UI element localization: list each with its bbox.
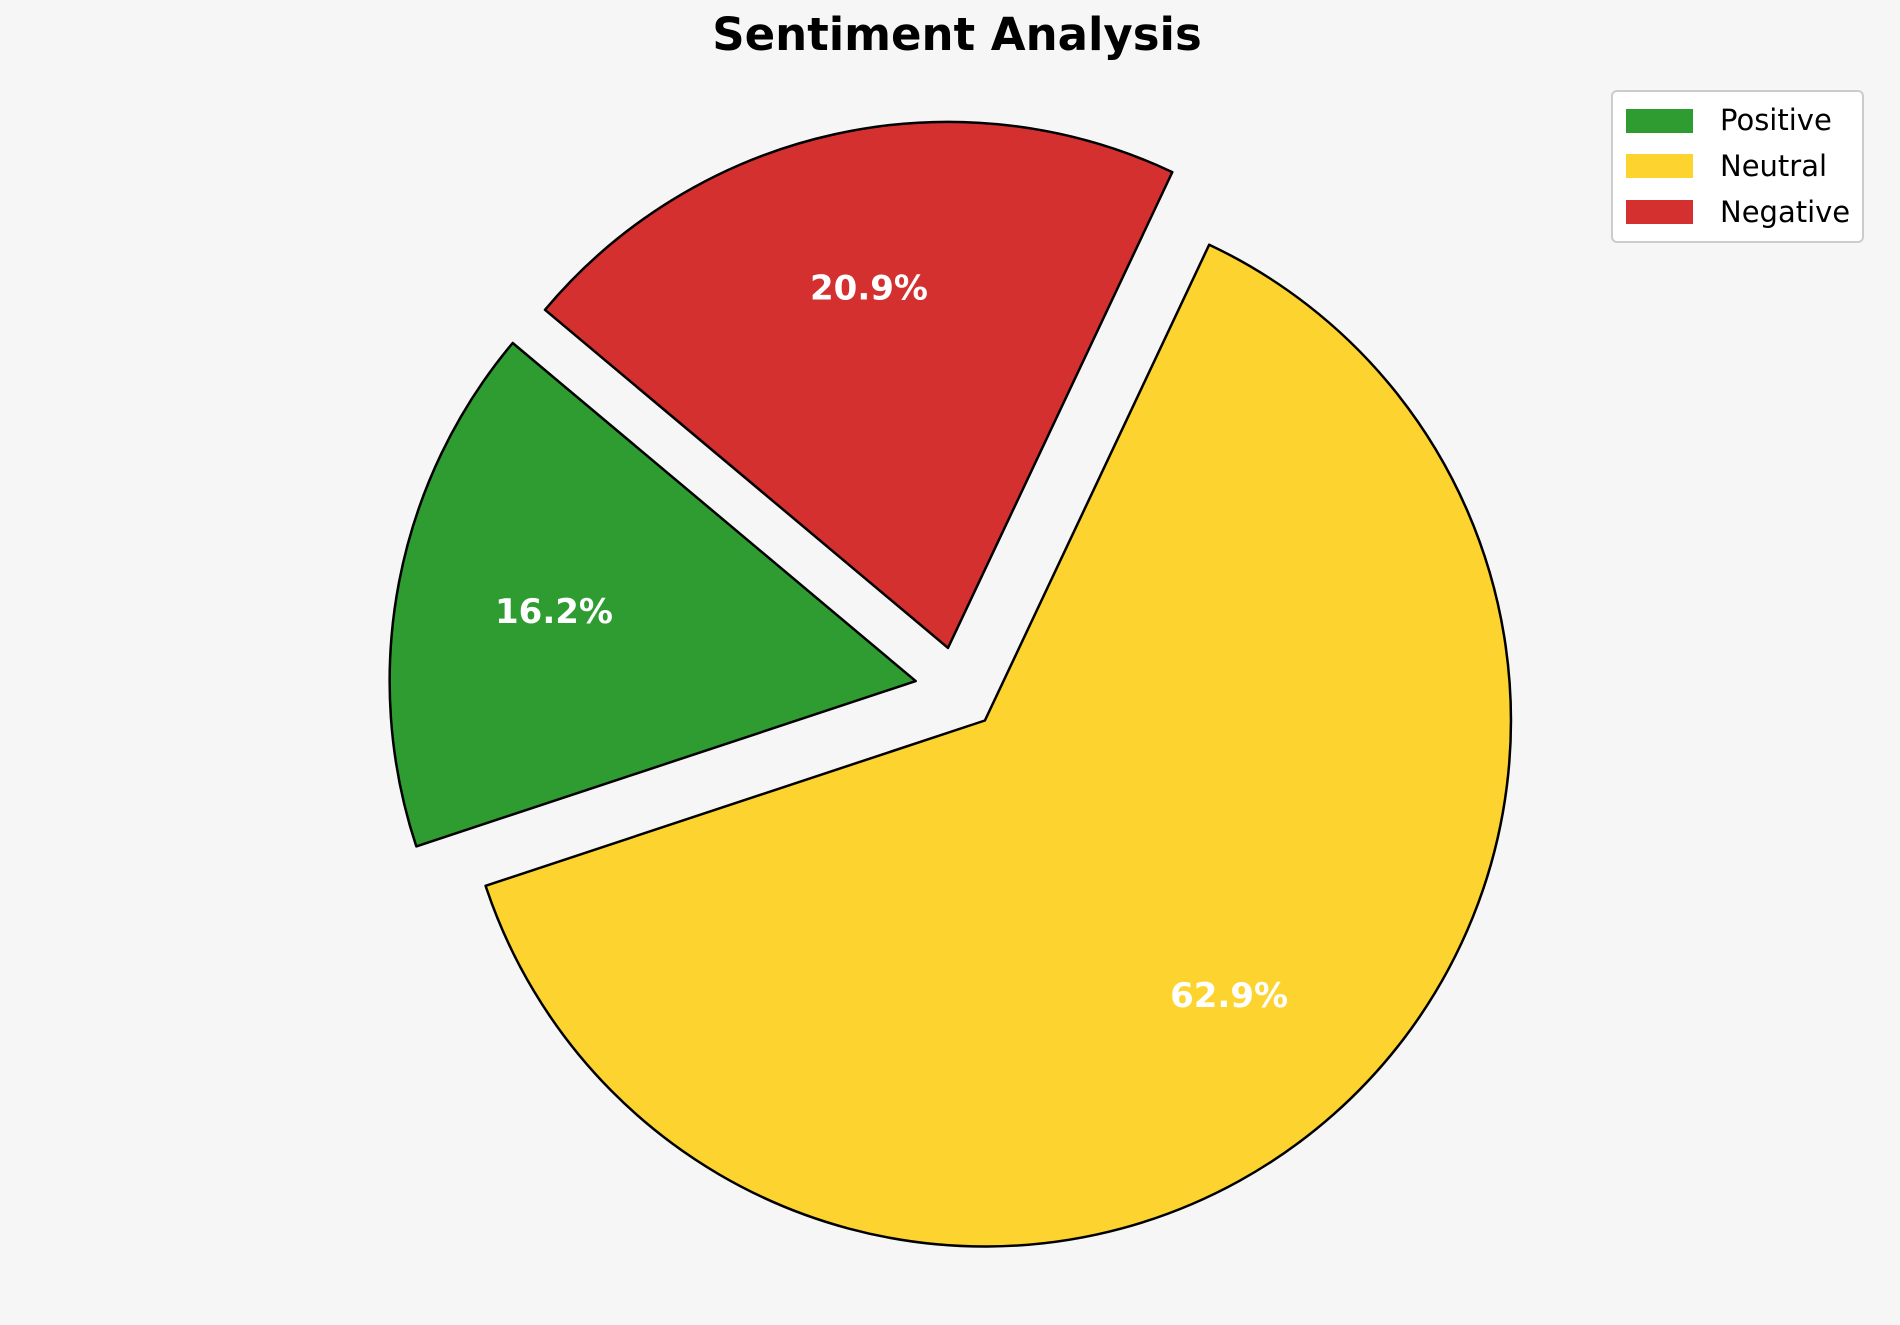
percent-label-negative: 20.9%	[810, 268, 928, 308]
pie-slice-positive	[388, 341, 917, 848]
legend-swatch-negative-icon	[1626, 200, 1693, 225]
legend: Positive Neutral Negative	[1611, 90, 1864, 243]
legend-swatch-neutral-icon	[1626, 154, 1693, 179]
legend-row-positive: Positive	[1613, 104, 1862, 137]
percent-label-neutral: 62.9%	[1170, 976, 1288, 1016]
pie-slice-neutral	[484, 243, 1513, 1248]
legend-label-positive: Positive	[1720, 103, 1832, 138]
legend-row-negative: Negative	[1613, 196, 1862, 229]
chart-title: Sentiment Analysis	[712, 8, 1202, 61]
percent-label-positive: 16.2%	[495, 592, 613, 632]
legend-label-negative: Negative	[1720, 194, 1851, 229]
legend-swatch-positive-icon	[1626, 108, 1693, 133]
pie-slice-negative	[543, 120, 1174, 650]
legend-label-neutral: Neutral	[1720, 148, 1828, 183]
legend-row-neutral: Neutral	[1613, 150, 1862, 183]
